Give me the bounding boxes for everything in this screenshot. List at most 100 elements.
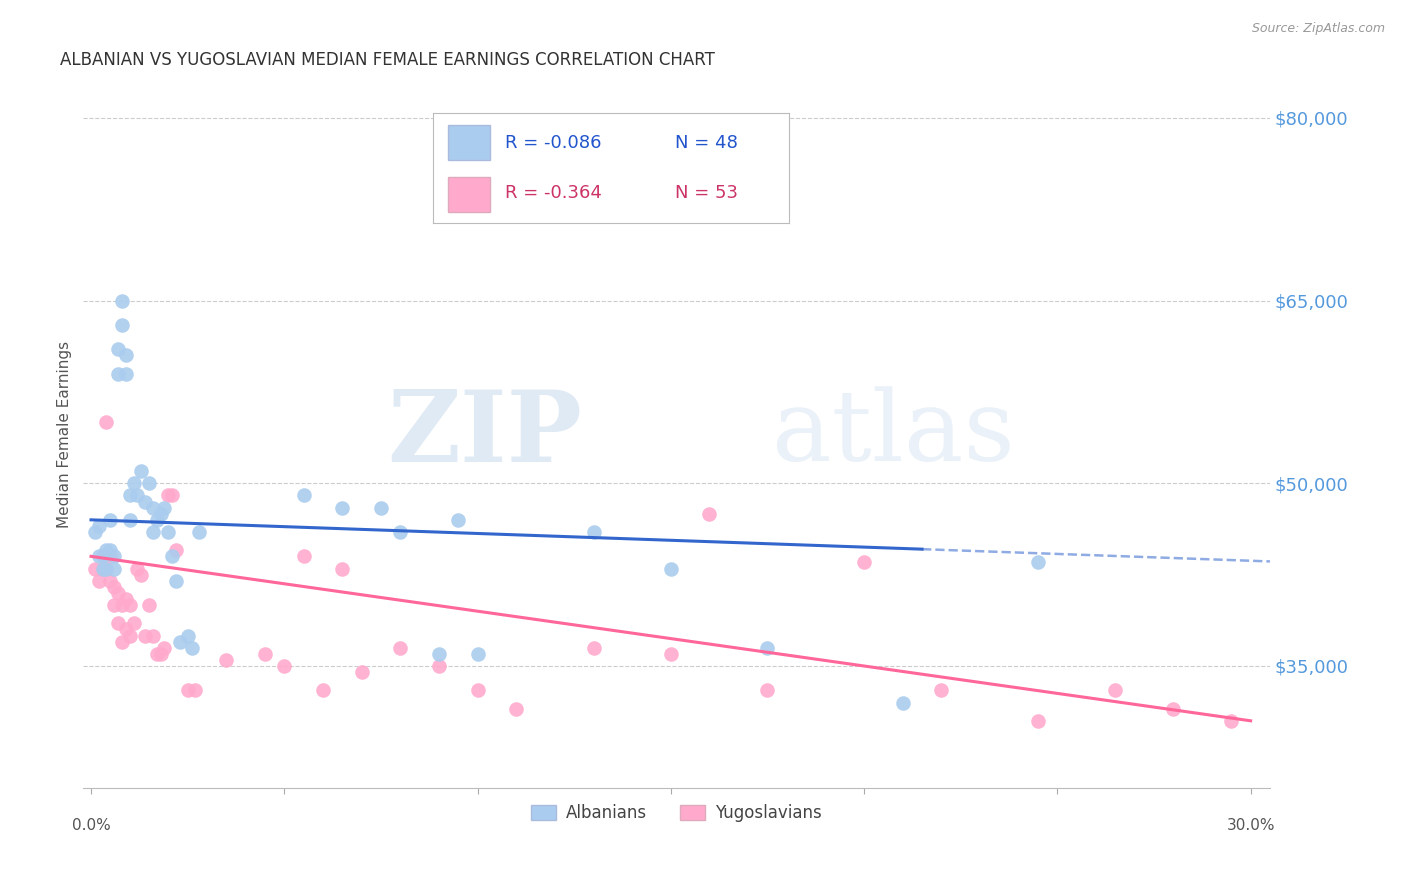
Point: [127, 488, 149, 502]
Point: [160, 549, 183, 564]
Point: [138, 476, 160, 491]
Point: [447, 513, 470, 527]
Point: [145, 647, 167, 661]
Point: [134, 628, 156, 642]
Point: [389, 640, 412, 655]
Point: [157, 524, 180, 539]
Point: [312, 683, 335, 698]
Point: [157, 488, 180, 502]
Point: [98, 549, 121, 564]
Point: [134, 494, 156, 508]
Point: [122, 476, 145, 491]
Point: [111, 293, 134, 308]
Point: [184, 683, 207, 698]
Point: [1104, 683, 1126, 698]
Point: [122, 616, 145, 631]
Point: [96, 561, 118, 575]
Point: [145, 513, 167, 527]
Point: [165, 543, 187, 558]
Point: [153, 500, 176, 515]
Point: [87, 574, 110, 588]
Point: [292, 549, 315, 564]
Point: [505, 701, 527, 715]
Point: [103, 549, 125, 564]
Text: Source: ZipAtlas.com: Source: ZipAtlas.com: [1251, 22, 1385, 36]
Point: [149, 507, 172, 521]
Point: [180, 640, 202, 655]
Point: [127, 561, 149, 575]
Point: [111, 318, 134, 332]
Point: [176, 683, 198, 698]
Point: [330, 500, 353, 515]
Point: [91, 549, 114, 564]
Point: [467, 647, 489, 661]
Point: [142, 628, 165, 642]
Point: [103, 580, 125, 594]
Point: [149, 647, 172, 661]
Text: 30.0%: 30.0%: [1226, 818, 1275, 833]
Point: [107, 343, 129, 357]
Point: [142, 524, 165, 539]
Point: [215, 653, 238, 667]
Point: [107, 616, 129, 631]
Point: [87, 519, 110, 533]
Point: [165, 574, 187, 588]
Point: [582, 640, 605, 655]
Point: [1026, 556, 1049, 570]
Point: [350, 665, 373, 679]
Point: [931, 683, 953, 698]
Point: [129, 567, 152, 582]
Point: [330, 561, 353, 575]
Point: [427, 659, 450, 673]
Point: [1026, 714, 1049, 728]
Point: [96, 543, 118, 558]
Point: [699, 507, 721, 521]
Point: [1163, 701, 1185, 715]
Point: [292, 488, 315, 502]
Text: ALBANIAN VS YUGOSLAVIAN MEDIAN FEMALE EARNINGS CORRELATION CHART: ALBANIAN VS YUGOSLAVIAN MEDIAN FEMALE EA…: [59, 51, 714, 69]
Point: [83, 524, 105, 539]
Point: [273, 659, 295, 673]
Point: [83, 561, 105, 575]
Point: [98, 543, 121, 558]
Point: [253, 647, 276, 661]
Point: [91, 549, 114, 564]
Point: [659, 561, 682, 575]
Point: [103, 598, 125, 612]
Point: [1220, 714, 1243, 728]
Legend: Albanians, Yugoslavians: Albanians, Yugoslavians: [524, 797, 830, 829]
Point: [659, 647, 682, 661]
Point: [118, 598, 141, 612]
Point: [98, 513, 121, 527]
Point: [111, 634, 134, 648]
Point: [107, 586, 129, 600]
Point: [153, 640, 176, 655]
Point: [188, 524, 211, 539]
Point: [114, 623, 136, 637]
Point: [370, 500, 392, 515]
Point: [96, 416, 118, 430]
Point: [118, 628, 141, 642]
Point: [107, 367, 129, 381]
Text: atlas: atlas: [772, 386, 1014, 483]
Text: ZIP: ZIP: [387, 386, 582, 483]
Point: [114, 592, 136, 607]
Point: [582, 524, 605, 539]
Point: [103, 561, 125, 575]
Point: [756, 640, 779, 655]
Point: [467, 683, 489, 698]
Point: [87, 549, 110, 564]
Point: [427, 647, 450, 661]
Point: [118, 513, 141, 527]
Point: [91, 561, 114, 575]
Point: [160, 488, 183, 502]
Point: [129, 464, 152, 478]
Point: [169, 634, 191, 648]
Point: [176, 628, 198, 642]
Point: [111, 598, 134, 612]
Point: [138, 598, 160, 612]
Point: [114, 367, 136, 381]
Point: [853, 556, 876, 570]
Point: [96, 561, 118, 575]
Point: [142, 500, 165, 515]
